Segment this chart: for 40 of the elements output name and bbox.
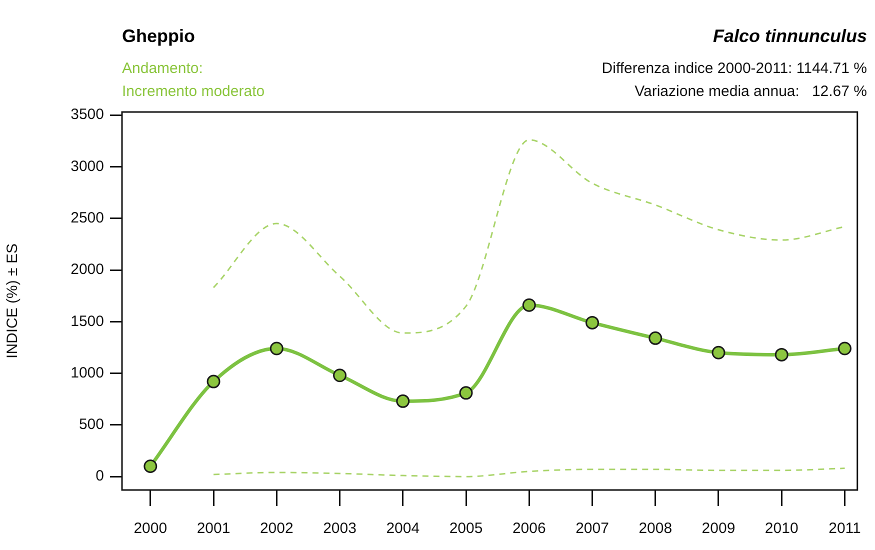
point	[774, 348, 788, 362]
y-tick-label: 2000	[70, 261, 104, 278]
y-tick-label: 0	[96, 468, 104, 485]
y-tick-label: 1500	[70, 312, 104, 330]
x-tick-label: 2004	[386, 520, 420, 538]
point	[522, 298, 536, 312]
point	[586, 316, 600, 330]
x-tick-label: 2011	[828, 520, 861, 538]
chart-title: Gheppio	[122, 26, 195, 47]
point	[838, 342, 852, 356]
text: Differenza indice 2000-2011: 1144.71 %	[602, 60, 867, 77]
chart-subtitle: Falco tinnunculus	[712, 26, 867, 47]
x-tick-label: 2002	[260, 520, 294, 538]
x-tick-label: 2000	[134, 520, 168, 538]
point	[712, 346, 726, 360]
x-tick-label: 2001	[196, 520, 230, 538]
x-tick-label: 2006	[512, 520, 546, 538]
text: Incremento moderato	[122, 83, 265, 100]
x-tick-label: 2009	[702, 520, 736, 538]
point	[206, 374, 220, 388]
point	[333, 368, 347, 382]
x-tick-label: 2003	[323, 520, 356, 538]
y-tick-label: 3000	[70, 158, 104, 175]
text: Andamento:	[122, 60, 203, 77]
y-tick-label: 1000	[70, 364, 104, 382]
y-tick-label: 2500	[70, 210, 104, 227]
line-series	[212, 468, 846, 478]
point	[396, 394, 410, 408]
x-tick-label: 2008	[638, 520, 672, 538]
point	[144, 459, 158, 473]
y-tick-label: 500	[78, 416, 104, 434]
point	[648, 331, 662, 345]
x-tick-label: 2010	[764, 520, 798, 538]
point	[459, 386, 473, 400]
text: Variazione media annua: 12.67 %	[634, 83, 867, 100]
point	[270, 342, 284, 356]
x-tick-label: 2007	[576, 520, 609, 538]
x-tick-label: 2005	[449, 520, 483, 538]
y-axis-title: INDICE (%) ± ES	[4, 244, 22, 358]
y-tick-label: 3500	[70, 106, 104, 124]
